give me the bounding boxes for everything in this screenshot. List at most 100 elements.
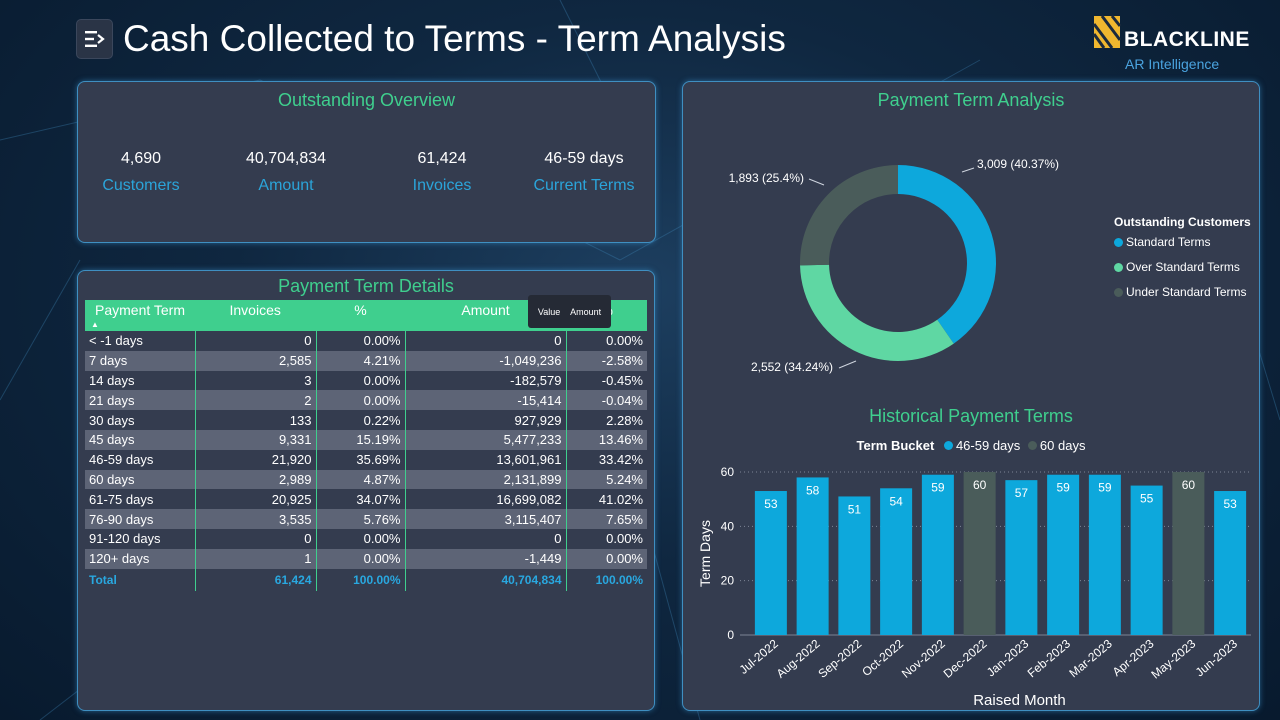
bar-legend: Term Bucket 46-59 days 60 days	[683, 438, 1259, 453]
table-cell: 0.00%	[316, 528, 406, 549]
table-row[interactable]: 120+ days 1 0.00% -1,449 0.00%	[85, 548, 647, 569]
x-tick-label: Dec-2022	[941, 636, 990, 680]
table-row[interactable]: 60 days 2,989 4.87% 2,131,899 5.24%	[85, 469, 647, 490]
table-cell: -0.45%	[566, 370, 647, 391]
table-cell: 927,929	[405, 410, 567, 430]
bar[interactable]	[838, 496, 871, 635]
x-axis-label: Raised Month	[973, 692, 1066, 709]
bar[interactable]	[1088, 474, 1121, 635]
table-row[interactable]: 45 days 9,331 15.19% 5,477,233 13.46%	[85, 429, 647, 450]
bar[interactable]	[1047, 474, 1080, 635]
table-cell: 5.24%	[566, 469, 647, 490]
column-header-invoice-pct[interactable]: %	[316, 300, 406, 331]
table-row[interactable]: 14 days 3 0.00% -182,579 -0.45%	[85, 370, 647, 391]
bar[interactable]	[880, 488, 913, 635]
bar[interactable]	[921, 474, 954, 635]
table-row[interactable]: 7 days 2,585 4.21% -1,049,236 -2.58%	[85, 350, 647, 371]
table-cell: 40,704,834	[405, 568, 567, 591]
bar[interactable]	[1214, 491, 1247, 635]
donut-leader-line	[838, 360, 857, 369]
donut-leader-line	[808, 178, 825, 186]
bar[interactable]	[963, 472, 996, 635]
table-cell: -2.58%	[566, 350, 647, 371]
table-cell: 100.00%	[316, 568, 406, 591]
column-header-payment-term[interactable]: Payment Term ▲	[85, 300, 196, 331]
bar[interactable]	[754, 491, 787, 635]
table-cell: -15,414	[405, 390, 567, 411]
bar[interactable]	[1130, 485, 1163, 635]
donut-slice[interactable]	[800, 264, 954, 361]
table-cell: -1,049,236	[405, 350, 567, 371]
bar-data-label: 54	[889, 494, 903, 508]
table-cell: 13.46%	[566, 429, 647, 450]
table-cell: 2,989	[195, 469, 317, 490]
table-cell: 0.00%	[316, 331, 406, 351]
payment-term-analysis-title: Payment Term Analysis	[877, 90, 1065, 110]
bar-data-label: 51	[848, 502, 862, 516]
legend-label: Over Standard Terms	[1126, 260, 1240, 274]
legend-item-46-59-days[interactable]: 46-59 days	[955, 438, 1021, 453]
legend-item-60-days[interactable]: 60 days	[1039, 438, 1086, 453]
table-cell: 0	[405, 528, 567, 549]
table-cell: 0.22%	[316, 410, 406, 430]
table-cell: 120+ days	[85, 548, 196, 569]
bar[interactable]	[1172, 472, 1205, 635]
donut-legend-title: Outstanding Customers	[1114, 215, 1251, 229]
bar-data-label: 53	[764, 497, 778, 511]
x-tick-label: Feb-2023	[1025, 636, 1074, 680]
kpi-amount: 40,704,834 Amount	[216, 150, 356, 195]
column-header-invoices[interactable]: Invoices	[195, 300, 317, 331]
bar-legend-title: Term Bucket	[856, 438, 935, 453]
table-cell: 2,585	[195, 350, 317, 371]
table-cell: 1	[195, 548, 317, 569]
table-cell: 21 days	[85, 390, 196, 411]
kpi-customers: 4,690 Customers	[71, 150, 211, 195]
column-header-label: Payment Term	[95, 302, 185, 318]
table-row[interactable]: 21 days 2 0.00% -15,414 -0.04%	[85, 390, 647, 411]
legend-item-standard-terms[interactable]: Standard Terms	[1114, 235, 1211, 249]
x-tick-label: Sep-2022	[815, 636, 864, 680]
donut-slice[interactable]	[898, 165, 996, 344]
bar-data-label: 55	[1140, 492, 1154, 506]
column-tooltip: Value Amount	[528, 295, 611, 328]
table-row[interactable]: < -1 days 0 0.00% 0 0.00%	[85, 331, 647, 351]
table-cell: 14 days	[85, 370, 196, 391]
donut-data-label: 3,009 (40.37%)	[977, 157, 1059, 171]
legend-dot-icon	[943, 441, 953, 450]
bar[interactable]	[796, 477, 829, 635]
tooltip-label: Value	[537, 306, 561, 317]
table-row[interactable]: 46-59 days 21,920 35.69% 13,601,961 33.42%	[85, 449, 647, 470]
donut-slice[interactable]	[800, 165, 898, 266]
legend-item-over-standard-terms[interactable]: Over Standard Terms	[1114, 260, 1240, 274]
bar[interactable]	[1005, 480, 1038, 635]
kpi-value: 46-59 days	[544, 150, 624, 167]
bar-data-label: 60	[1182, 478, 1196, 492]
payment-term-details-card: Payment Term Details Payment Term ▲ Invo…	[77, 270, 655, 711]
legend-label: Standard Terms	[1126, 235, 1211, 249]
page-title: Cash Collected to Terms - Term Analysis	[123, 18, 786, 59]
tooltip-value: Amount	[570, 306, 602, 317]
legend-item-under-standard-terms[interactable]: Under Standard Terms	[1114, 285, 1247, 299]
bar-data-label: 59	[1098, 481, 1112, 495]
kpi-current-terms: 46-59 days Current Terms	[514, 150, 654, 195]
logo-subtitle: AR Intelligence	[1125, 56, 1220, 72]
table-row[interactable]: 61-75 days 20,925 34.07% 16,699,082 41.02%	[85, 489, 647, 510]
kpi-label: Amount	[258, 177, 314, 194]
table-cell: 20,925	[195, 489, 317, 510]
payment-term-analysis-card: Payment Term Analysis 3,009 (40.37%) 2,55…	[682, 81, 1260, 711]
table-row[interactable]: 76-90 days 3,535 5.76% 3,115,407 7.65%	[85, 509, 647, 529]
table-cell: -1,449	[405, 548, 567, 569]
table-cell: 7 days	[85, 350, 196, 371]
table-row[interactable]: 91-120 days 0 0.00% 0 0.00%	[85, 528, 647, 549]
table-total-row[interactable]: Total 61,424 100.00% 40,704,834 100.00%	[85, 568, 647, 591]
x-tick-label: Nov-2022	[899, 636, 948, 680]
table-cell: 21,920	[195, 449, 317, 470]
outstanding-overview-card: Outstanding Overview 4,690 Customers 40,…	[77, 81, 656, 243]
sort-ascending-icon[interactable]: ▲	[91, 320, 99, 329]
table-cell: 0.00%	[316, 548, 406, 569]
table-row[interactable]: 30 days 133 0.22% 927,929 2.28%	[85, 410, 647, 430]
y-axis-label: Term Days	[697, 520, 713, 587]
table-cell: 0.00%	[566, 528, 647, 549]
navigation-menu-button[interactable]	[76, 19, 113, 59]
x-tick-label: Oct-2022	[859, 636, 906, 679]
